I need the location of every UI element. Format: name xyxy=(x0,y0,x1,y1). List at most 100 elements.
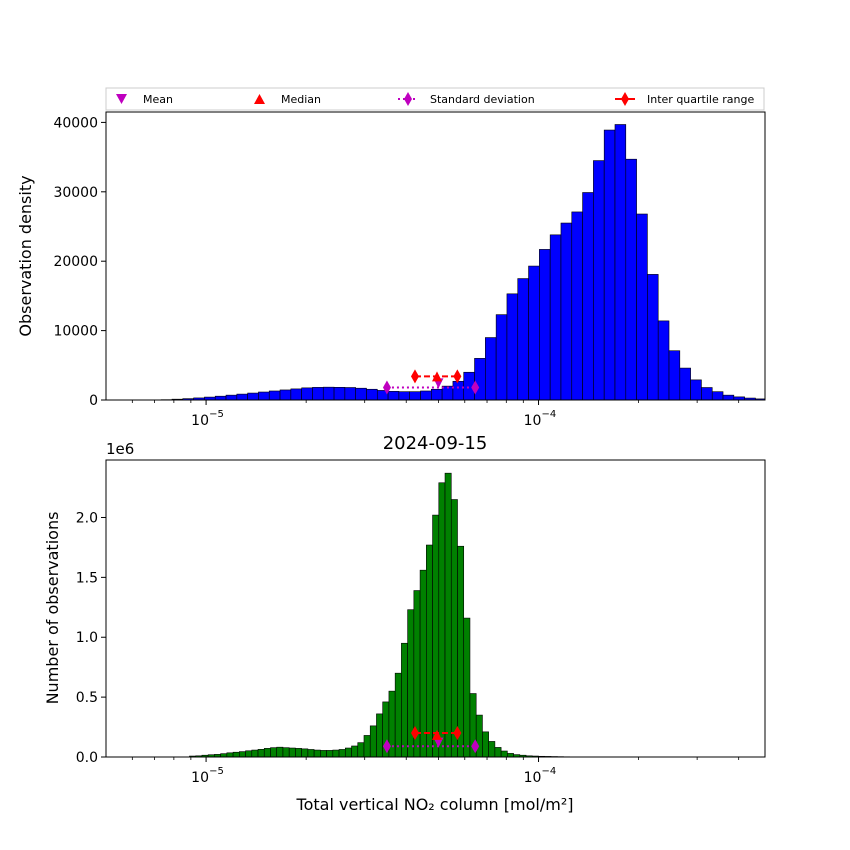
top-y-tick-label: 30000 xyxy=(53,185,98,201)
legend-median-label: Median xyxy=(281,93,321,106)
top-histogram-bar xyxy=(322,386,335,401)
legend-std-label: Standard deviation xyxy=(430,93,535,106)
top-histogram-bar xyxy=(614,124,627,401)
bottom-histogram-bar xyxy=(326,750,334,758)
top-histogram-bar xyxy=(495,314,508,401)
bottom-histogram-bar xyxy=(394,672,402,758)
bottom-median-marker xyxy=(431,729,442,740)
bottom-histogram-bar xyxy=(251,749,259,758)
top-histogram-bar xyxy=(711,391,724,401)
bottom-histogram-bar xyxy=(313,749,321,758)
top-y-tick-label: 0 xyxy=(89,393,98,409)
top-histogram-bar xyxy=(452,380,465,401)
top-histogram-bar xyxy=(366,388,378,401)
bottom-x-axis-label: Total vertical NO₂ column [mol/m²] xyxy=(296,795,574,814)
legend-entry-std: Standard deviation xyxy=(398,92,535,106)
bottom-histogram-bar xyxy=(450,499,458,758)
bottom-x-tick-exponent: −4 xyxy=(542,766,557,777)
bottom-histogram-chart: 2024-09-15 1e6 0.00.51.01.52.0 10 −5 10 −4 … xyxy=(43,433,766,814)
bottom-histogram-bar xyxy=(344,747,352,758)
top-histogram-bar xyxy=(549,234,562,401)
bottom-y-tick-label: 1.0 xyxy=(76,630,98,646)
top-histogram-bar xyxy=(485,337,497,401)
bottom-stat-markers xyxy=(382,726,480,754)
iqr-diamond-icon xyxy=(621,92,629,106)
top-histogram-bar xyxy=(290,388,302,401)
bottom-histogram-bar xyxy=(376,713,383,758)
top-histogram-bar xyxy=(690,379,702,401)
top-histogram-bar xyxy=(355,387,367,401)
top-histogram-bar xyxy=(647,274,659,401)
top-histogram-bar xyxy=(593,160,605,401)
bottom-histogram-bar xyxy=(507,753,514,758)
bottom-y-tick-label: 0.0 xyxy=(76,750,98,766)
top-histogram-bar xyxy=(701,387,713,401)
top-histogram-bar xyxy=(603,129,616,401)
top-histogram-bar xyxy=(528,265,540,401)
bottom-y-axis: 0.0 0.5 1.0 1.5 2.0 xyxy=(76,510,106,766)
top-histogram-bar xyxy=(268,390,281,401)
top-histogram-bar xyxy=(506,293,519,401)
top-y-tick-label: 10000 xyxy=(53,324,98,340)
legend-frame xyxy=(105,87,765,111)
bottom-x-tick-label: 10 xyxy=(191,770,209,786)
top-x-tick-label: 10 xyxy=(524,413,542,429)
top-histogram-bar xyxy=(258,391,270,401)
top-histogram-bar xyxy=(657,320,670,401)
top-iqr-high-marker xyxy=(453,369,462,384)
top-x-tick-exponent: −5 xyxy=(209,409,224,420)
bottom-y-tick-label: 2.0 xyxy=(76,510,98,526)
legend-mean-label: Mean xyxy=(143,93,173,106)
bottom-histogram-bar xyxy=(257,749,265,758)
top-x-axis: 10 −5 10 −4 xyxy=(131,400,740,429)
bottom-x-tick-exponent: −5 xyxy=(209,766,224,777)
bottom-histogram-bar xyxy=(438,482,446,758)
top-histogram-bar xyxy=(679,367,691,401)
top-histogram-bar xyxy=(214,395,227,401)
bottom-histogram-bar xyxy=(263,748,271,758)
top-histogram-bar xyxy=(636,213,648,401)
bottom-histogram-bar xyxy=(369,725,377,758)
top-std-low-marker xyxy=(382,380,391,395)
top-histogram-bar xyxy=(625,158,637,401)
top-y-axis-label: Observation density xyxy=(16,175,35,336)
bottom-histogram-bar xyxy=(351,745,359,758)
bottom-histogram-bar xyxy=(282,747,290,758)
legend-entry-iqr: Inter quartile range xyxy=(615,92,754,106)
top-histogram-bar xyxy=(539,249,551,401)
top-histogram-bar xyxy=(333,387,346,401)
top-histogram-bar xyxy=(560,222,573,401)
top-histogram-bar xyxy=(387,391,400,401)
top-y-axis: 0 10000 20000 30000 40000 xyxy=(53,115,106,409)
bottom-histogram-bar xyxy=(475,714,483,758)
bottom-histogram-bar xyxy=(494,747,502,758)
bottom-chart-title: 2024-09-15 xyxy=(383,433,488,454)
bottom-histogram-bar xyxy=(444,472,452,758)
bottom-histogram-bar xyxy=(457,545,465,758)
legend-iqr-label: Inter quartile range xyxy=(647,93,754,106)
top-histogram-bar xyxy=(420,390,432,401)
bottom-histogram-bar xyxy=(226,752,234,758)
top-histogram-bar xyxy=(409,391,421,401)
top-stat-markers xyxy=(382,369,480,395)
top-histogram-bar xyxy=(279,389,292,401)
bottom-iqr-low-marker xyxy=(410,726,419,741)
bottom-x-axis: 10 −5 10 −4 xyxy=(131,757,740,786)
top-histogram-bar xyxy=(474,358,486,401)
bottom-y-tick-label: 0.5 xyxy=(76,690,98,706)
bottom-histogram-bar xyxy=(245,750,253,758)
bottom-std-high-marker xyxy=(471,739,480,754)
top-histogram-bar xyxy=(431,388,443,401)
bottom-y-tick-label: 1.5 xyxy=(76,570,98,586)
top-histogram-bar xyxy=(571,211,583,401)
bottom-histogram-bar xyxy=(301,748,309,758)
bottom-histogram-bar xyxy=(288,747,296,758)
top-histogram-bar xyxy=(582,192,594,401)
bottom-histogram-bar xyxy=(232,751,240,758)
bottom-histogram-bar xyxy=(357,742,365,758)
top-histogram-bar xyxy=(247,392,259,401)
legend-entry-median: Median xyxy=(254,93,321,106)
top-y-tick-label: 40000 xyxy=(53,115,98,131)
